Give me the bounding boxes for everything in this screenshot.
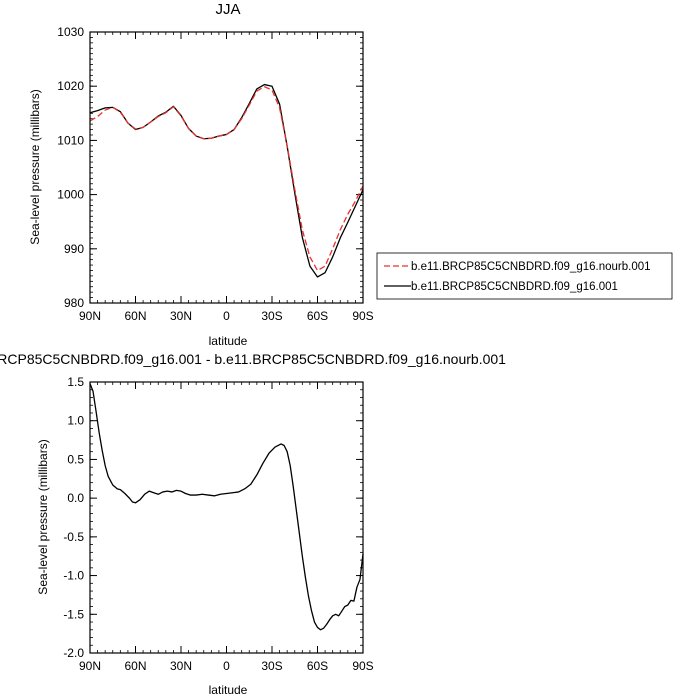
bottom-plot-frame <box>89 381 364 654</box>
legend-label-nourb: b.e11.BRCP85C5CNBDRD.f09_g16.nourb.001 <box>411 261 651 273</box>
top-y-tick-label: 1010 <box>57 133 84 147</box>
top-series-line-control <box>89 83 364 278</box>
top-x-axis-label: latitude <box>209 334 248 348</box>
bottom-x-tick-label: 30N <box>170 659 192 673</box>
top-x-tick-label: 0 <box>223 309 230 323</box>
bottom-y-tick-label: 1.0 <box>67 414 84 428</box>
legend-label-control: b.e11.BRCP85C5CNBDRD.f09_g16.001 <box>411 281 618 293</box>
bottom-y-tick-label: 0.5 <box>67 452 84 466</box>
top-chart-title: JJA <box>215 1 240 18</box>
bottom-y-tick-label: -0.5 <box>63 530 84 544</box>
bottom-x-tick-label: 90S <box>352 659 373 673</box>
bottom-y-tick-label: -2.0 <box>63 646 84 660</box>
bottom-y-tick-label: 1.5 <box>67 375 84 389</box>
top-x-tick-label: 60N <box>124 309 146 323</box>
bottom-chart-title: b.e11.BRCP85C5CNBDRD.f09_g16.001 - b.e11… <box>0 351 506 367</box>
bottom-axis-ticks: 90N 60N 30N 0 30S 60S 90S -2.0 -1.5 -1.0 -0.5 0.0 0.… <box>63 375 373 673</box>
top-x-tick-label: 30S <box>261 309 282 323</box>
top-x-tick-label: 90S <box>352 309 373 323</box>
bottom-series-line-control <box>89 383 364 631</box>
bottom-x-tick-label: 60S <box>307 659 328 673</box>
bottom-y-tick-label: -1.0 <box>63 569 84 583</box>
top-panel: JJA Sea-level pressure (millibars) latit… <box>28 1 374 348</box>
bottom-series-layer <box>89 383 364 631</box>
legend: b.e11.BRCP85C5CNBDRD.f09_g16.nourb.001 b… <box>376 252 673 300</box>
top-y-tick-label: 1020 <box>57 79 84 93</box>
top-x-tick-label: 90N <box>79 309 101 323</box>
bottom-x-tick-label: 0 <box>223 659 230 673</box>
bottom-x-axis-label: latitude <box>209 683 248 697</box>
top-x-tick-label: 60S <box>307 309 328 323</box>
bottom-y-tick-label: -1.5 <box>63 607 84 621</box>
top-y-tick-label: 980 <box>64 296 84 310</box>
top-series-layer <box>89 83 364 278</box>
bottom-y-tick-label: 0.0 <box>67 491 84 505</box>
top-axis-ticks: 90N 60N 30N 0 30S 60S 90S 980 990 1000 1010 1020 103… <box>57 25 373 323</box>
bottom-x-tick-label: 30S <box>261 659 282 673</box>
legend-box <box>376 252 673 300</box>
bottom-y-axis-label: Sea-level pressure (millibars) <box>36 439 50 594</box>
top-y-tick-label: 1000 <box>57 188 84 202</box>
bottom-x-tick-label: 90N <box>79 659 101 673</box>
top-y-tick-label: 990 <box>64 242 84 256</box>
bottom-x-tick-label: 60N <box>124 659 146 673</box>
top-y-axis-label: Sea-level pressure (millibars) <box>28 89 42 244</box>
top-y-tick-label: 1030 <box>57 25 84 39</box>
top-x-tick-label: 30N <box>170 309 192 323</box>
bottom-panel: b.e11.BRCP85C5CNBDRD.f09_g16.001 - b.e11… <box>0 351 506 697</box>
top-plot-frame <box>89 31 364 304</box>
top-series-line-nourb <box>89 86 364 272</box>
